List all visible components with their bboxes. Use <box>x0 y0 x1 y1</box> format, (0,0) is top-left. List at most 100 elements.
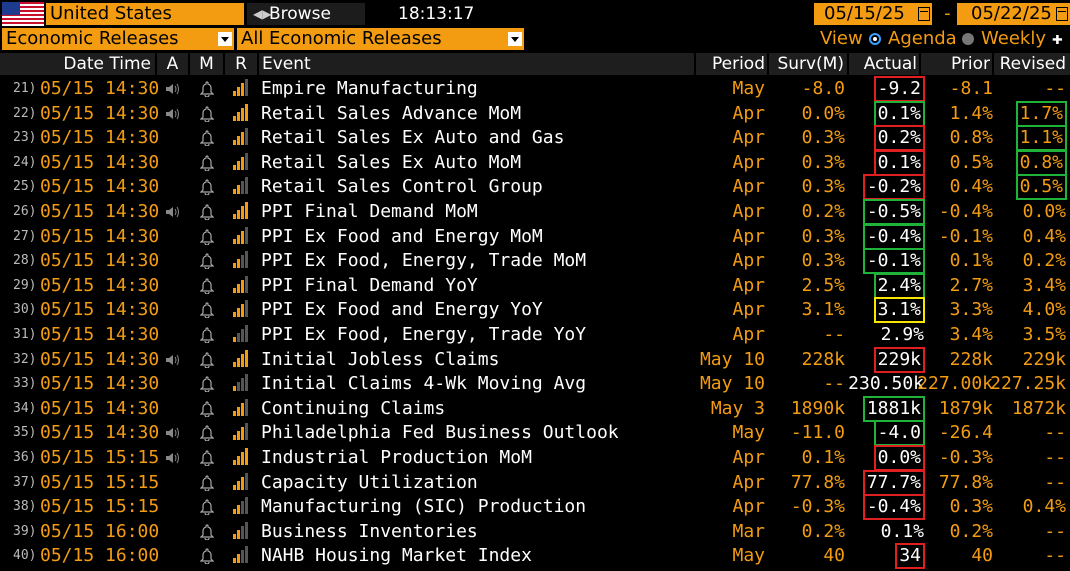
table-row[interactable]: 25) 05/15 14:30 Retail Sales Control Group… <box>0 174 1070 201</box>
event-name[interactable]: Retail Sales Advance MoM <box>261 102 522 124</box>
event-name[interactable]: Initial Claims 4-Wk Moving Avg <box>261 373 587 395</box>
alert-bell-icon[interactable] <box>199 495 215 519</box>
end-date-field[interactable]: 05/22/25 <box>957 3 1070 25</box>
table-row[interactable]: 30) 05/15 14:30 PPI Ex Food and Energy YoY… <box>0 297 1070 324</box>
alert-bell-icon[interactable] <box>199 200 215 224</box>
col-header-actual[interactable]: Actual <box>849 53 919 75</box>
alert-bell-icon[interactable] <box>199 249 215 273</box>
calendar-icon[interactable] <box>1056 7 1068 21</box>
chevron-down-icon[interactable] <box>218 32 232 46</box>
us-flag-icon[interactable] <box>2 2 44 26</box>
event-name[interactable]: Philadelphia Fed Business Outlook <box>261 422 619 444</box>
speaker-icon[interactable] <box>163 421 181 445</box>
chevron-down-icon[interactable] <box>508 32 522 46</box>
event-name[interactable]: Capacity Utilization <box>261 471 478 493</box>
period-value: May <box>732 78 765 99</box>
start-date-field[interactable]: 05/15/25 <box>814 3 932 25</box>
event-name[interactable]: Continuing Claims <box>261 397 446 419</box>
event-name[interactable]: PPI Final Demand YoY <box>261 274 478 296</box>
col-header-surv[interactable]: Surv(M) <box>769 53 847 75</box>
agenda-label[interactable]: Agenda <box>888 28 957 49</box>
speaker-icon[interactable] <box>163 200 181 224</box>
release-datetime: 05/15 14:30 <box>40 250 160 272</box>
col-header-prior[interactable]: Prior <box>921 53 992 75</box>
category-dropdown[interactable]: Economic Releases <box>2 28 234 50</box>
actual-value: -0.1% <box>862 248 926 275</box>
col-header-m[interactable]: M <box>190 53 223 75</box>
calendar-icon[interactable] <box>918 7 930 21</box>
alert-bell-icon[interactable] <box>199 151 215 175</box>
alert-bell-icon[interactable] <box>199 126 215 150</box>
table-row[interactable]: 28) 05/15 14:30 PPI Ex Food, Energy, Trade… <box>0 248 1070 275</box>
event-name[interactable]: PPI Ex Food and Energy YoY <box>261 299 543 321</box>
country-selector[interactable]: United States <box>46 3 244 25</box>
subcategory-dropdown[interactable]: All Economic Releases <box>237 28 524 50</box>
weekly-label[interactable]: Weekly <box>981 28 1046 49</box>
event-name[interactable]: Retail Sales Ex Auto MoM <box>261 151 522 173</box>
table-row[interactable]: 33) 05/15 14:30 Initial Claims 4-Wk Moving… <box>0 372 1070 397</box>
speaker-icon[interactable] <box>163 102 181 126</box>
speaker-icon[interactable] <box>163 348 181 372</box>
table-row[interactable]: 23) 05/15 14:30 Retail Sales Ex Auto and G… <box>0 125 1070 152</box>
event-name[interactable]: PPI Ex Food, Energy, Trade MoM <box>261 250 587 272</box>
alert-bell-icon[interactable] <box>199 274 215 298</box>
event-name[interactable]: Empire Manufacturing <box>261 78 478 99</box>
event-name[interactable]: Industrial Production MoM <box>261 447 532 468</box>
add-filter-icon[interactable]: ✚ <box>1052 28 1063 49</box>
event-name[interactable]: NAHB Housing Market Index <box>261 545 532 567</box>
table-row[interactable]: 29) 05/15 14:30 PPI Final Demand YoY Apr 2.5… <box>0 272 1070 299</box>
alert-bell-icon[interactable] <box>199 397 215 421</box>
table-row[interactable]: 31) 05/15 14:30 PPI Ex Food, Energy, Trade… <box>0 323 1070 348</box>
table-row[interactable]: 21) 05/15 14:30 Empire Manufacturing May -8.… <box>0 76 1070 102</box>
alert-bell-icon[interactable] <box>199 77 215 101</box>
table-row[interactable]: 32) 05/15 14:30 Initial Jobless Claims May … <box>0 346 1070 373</box>
table-row[interactable]: 24) 05/15 14:30 Retail Sales Ex Auto MoM Ap… <box>0 149 1070 176</box>
col-header-event[interactable]: Event <box>259 53 694 75</box>
alert-bell-icon[interactable] <box>199 372 215 396</box>
prior-value: -0.4% <box>938 201 993 222</box>
alert-bell-icon[interactable] <box>199 544 215 568</box>
alert-bell-icon[interactable] <box>199 323 215 347</box>
table-row[interactable]: 26) 05/15 14:30 PPI Final Demand MoM Apr 0.2… <box>0 199 1070 225</box>
event-name[interactable]: Manufacturing (SIC) Production <box>261 496 587 518</box>
table-row[interactable]: 39) 05/15 16:00 Business Inventories Mar 0.2… <box>0 520 1070 545</box>
col-header-a[interactable]: A <box>157 53 188 75</box>
col-header-revised[interactable]: Revised <box>994 53 1070 75</box>
table-row[interactable]: 22) 05/15 14:30 Retail Sales Advance MoM Ap… <box>0 100 1070 127</box>
weekly-radio[interactable] <box>962 33 974 45</box>
col-header-period[interactable]: Period <box>696 53 767 75</box>
table-row[interactable]: 37) 05/15 15:15 Capacity Utilization Apr 77.… <box>0 469 1070 496</box>
relevance-bar <box>245 202 248 219</box>
table-row[interactable]: 35) 05/15 14:30 Philadelphia Fed Business … <box>0 420 1070 447</box>
event-name[interactable]: PPI Final Demand MoM <box>261 201 478 222</box>
event-name[interactable]: PPI Ex Food and Energy MoM <box>261 225 543 247</box>
event-name[interactable]: Retail Sales Ex Auto and Gas <box>261 127 565 149</box>
event-name[interactable]: Initial Jobless Claims <box>261 348 500 370</box>
survey-value: 2.5% <box>801 274 845 296</box>
alert-bell-icon[interactable] <box>199 520 215 544</box>
table-row[interactable]: 38) 05/15 15:15 Manufacturing (SIC) Produc… <box>0 494 1070 521</box>
browse-button[interactable]: ◀▶ Browse <box>247 3 365 25</box>
event-name[interactable]: PPI Ex Food, Energy, Trade YoY <box>261 324 587 345</box>
alert-bell-icon[interactable] <box>199 446 215 470</box>
agenda-radio[interactable] <box>869 33 881 45</box>
alert-bell-icon[interactable] <box>199 298 215 322</box>
event-name[interactable]: Business Inventories <box>261 520 478 542</box>
table-row[interactable]: 34) 05/15 14:30 Continuing Claims May 3 1890… <box>0 395 1070 422</box>
alert-bell-icon[interactable] <box>199 225 215 249</box>
alert-bell-icon[interactable] <box>199 175 215 199</box>
row-index: 28) <box>13 253 37 269</box>
relevance-bar <box>241 501 244 515</box>
col-header-datetime[interactable]: Date Time <box>0 53 155 75</box>
speaker-icon[interactable] <box>163 77 181 101</box>
alert-bell-icon[interactable] <box>199 348 215 372</box>
alert-bell-icon[interactable] <box>199 102 215 126</box>
event-name[interactable]: Retail Sales Control Group <box>261 176 543 198</box>
table-row[interactable]: 27) 05/15 14:30 PPI Ex Food and Energy MoM… <box>0 223 1070 250</box>
alert-bell-icon[interactable] <box>199 471 215 495</box>
col-header-r[interactable]: R <box>225 53 257 75</box>
speaker-icon[interactable] <box>163 446 181 470</box>
table-row[interactable]: 40) 05/15 16:00 NAHB Housing Market Index M… <box>0 543 1070 570</box>
alert-bell-icon[interactable] <box>199 421 215 445</box>
table-row[interactable]: 36) 05/15 15:15 Industrial Production MoM A… <box>0 445 1070 471</box>
